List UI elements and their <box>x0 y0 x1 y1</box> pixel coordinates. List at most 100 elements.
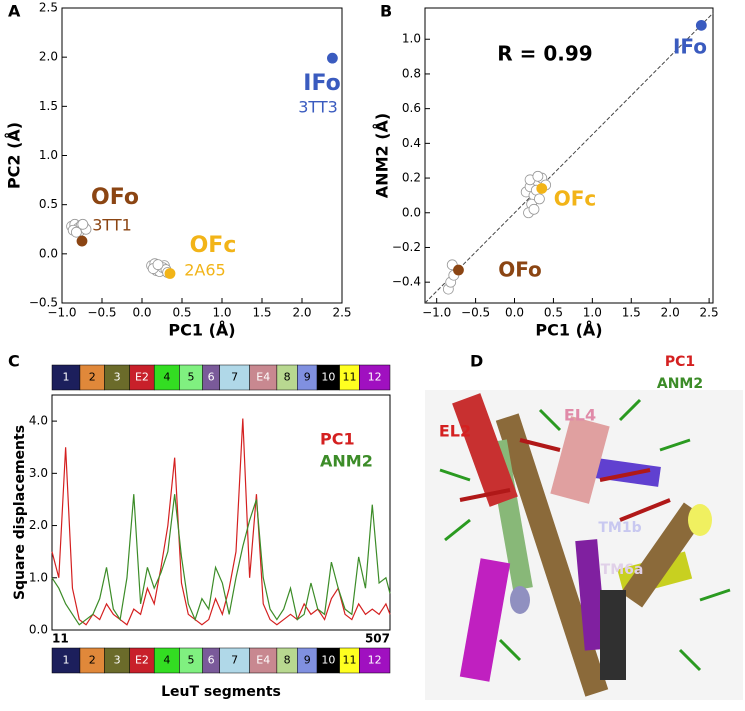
conformation-point <box>528 203 540 215</box>
panel-label: D <box>470 352 483 371</box>
segment <box>104 647 130 674</box>
y-axis-label: ANM2 (Å) <box>373 113 392 198</box>
y-tick-label: 2.0 <box>39 50 58 64</box>
x-tick-label: 0.5 <box>172 306 191 320</box>
structure-label: EL2 <box>439 422 471 441</box>
segment <box>249 364 278 391</box>
segment <box>153 647 180 674</box>
segment <box>51 364 81 391</box>
segment <box>79 364 105 391</box>
segment-label: 2 <box>89 654 96 667</box>
plot-frame <box>424 7 714 304</box>
y-tick-label: 2.0 <box>29 518 48 532</box>
legend-entry: PC1 <box>320 430 355 449</box>
segment-label: 4 <box>163 371 170 384</box>
segment-label: 2 <box>89 371 96 384</box>
structure-label: PC1 <box>665 354 695 370</box>
structure-label: TM1b <box>598 520 641 536</box>
x-tick-label: 1.0 <box>583 306 602 320</box>
segment <box>104 364 130 391</box>
y-tick-label: 0.0 <box>402 205 421 219</box>
segment-label: 3 <box>114 371 121 384</box>
plot-frame <box>51 394 391 631</box>
x-tick-label: 507 <box>365 632 390 646</box>
segment-label: E2 <box>135 371 149 384</box>
fit-line <box>424 12 714 304</box>
segment <box>359 647 391 674</box>
annotation: 3TT3 <box>298 98 338 117</box>
y-tick-label: 1.0 <box>29 570 48 584</box>
x-tick-label: 2.0 <box>661 306 680 320</box>
x-tick-label: −0.5 <box>461 306 490 320</box>
y-tick-label: 4.0 <box>29 414 48 428</box>
x-tick-label: 1.0 <box>212 306 231 320</box>
conformation-point <box>77 218 89 230</box>
segment-label: 12 <box>368 654 382 667</box>
panel-label: C <box>8 352 20 371</box>
y-tick-label: 0.5 <box>39 197 58 211</box>
conformation-point <box>152 259 164 271</box>
segment <box>359 364 391 391</box>
annotation: R = 0.99 <box>497 42 592 66</box>
y-tick-label: 0.0 <box>29 623 48 637</box>
segment <box>79 647 105 674</box>
segment <box>129 647 155 674</box>
y-tick-label: 2.5 <box>39 1 58 15</box>
x-tick-label: 1.5 <box>622 306 641 320</box>
segment-label: 7 <box>231 371 238 384</box>
segment-label: 7 <box>231 654 238 667</box>
x-tick-label: −1.0 <box>422 306 451 320</box>
molecule-render <box>425 390 743 700</box>
x-axis-label: LeuT segments <box>161 684 281 700</box>
segment-label: 6 <box>208 371 215 384</box>
annotation: OFo <box>498 258 542 282</box>
segment-label: E4 <box>256 371 270 384</box>
y-tick-label: 3.0 <box>29 466 48 480</box>
x-tick-label: 0.0 <box>505 306 524 320</box>
segment-label: 4 <box>163 654 170 667</box>
y-tick-label: −0.5 <box>29 296 58 310</box>
segment <box>219 647 250 674</box>
segment-label: E2 <box>135 654 149 667</box>
annotation: IFo <box>673 35 707 59</box>
x-tick-label: 2.0 <box>292 306 311 320</box>
y-tick-label: −0.2 <box>392 240 421 254</box>
structure-point <box>326 52 338 64</box>
y-tick-label: 0.6 <box>402 101 421 115</box>
structure-label: ANM2 <box>657 376 703 392</box>
y-axis-label: Square displacements <box>12 425 28 600</box>
annotation: 3TT1 <box>92 216 132 235</box>
y-tick-label: 0.2 <box>402 171 421 185</box>
annotation: OFc <box>190 233 237 258</box>
x-tick-label: −0.5 <box>87 306 116 320</box>
segment <box>51 647 81 674</box>
structure-point <box>536 183 548 194</box>
y-axis-label: PC2 (Å) <box>5 122 24 189</box>
structure-label: TM6a <box>601 562 644 578</box>
segment-label: 9 <box>304 371 311 384</box>
panel-label: B <box>380 2 392 21</box>
segment-label: E4 <box>256 654 270 667</box>
y-tick-label: −0.4 <box>392 275 421 289</box>
conformation-point <box>71 226 82 238</box>
y-tick-label: 1.0 <box>402 32 421 46</box>
y-tick-label: 1.5 <box>39 99 58 113</box>
x-tick-label: 2.5 <box>700 306 719 320</box>
structure-point <box>76 235 88 247</box>
legend-entry: ANM2 <box>320 452 373 471</box>
segment-label: 10 <box>321 371 335 384</box>
structure-point <box>164 268 176 279</box>
x-axis-label: PC1 (Å) <box>168 321 235 340</box>
segment-label: 6 <box>208 654 215 667</box>
x-tick-label: −1.0 <box>47 306 76 320</box>
segment-label: 8 <box>284 371 291 384</box>
segment-label: 1 <box>62 654 69 667</box>
conformation-point <box>532 170 544 182</box>
x-tick-label: 1.5 <box>252 306 271 320</box>
structure-point <box>695 19 707 31</box>
segment-label: 11 <box>342 371 356 384</box>
x-axis-label: PC1 (Å) <box>535 321 602 340</box>
segment-label: 11 <box>342 654 356 667</box>
structure-label: EL4 <box>564 406 596 425</box>
